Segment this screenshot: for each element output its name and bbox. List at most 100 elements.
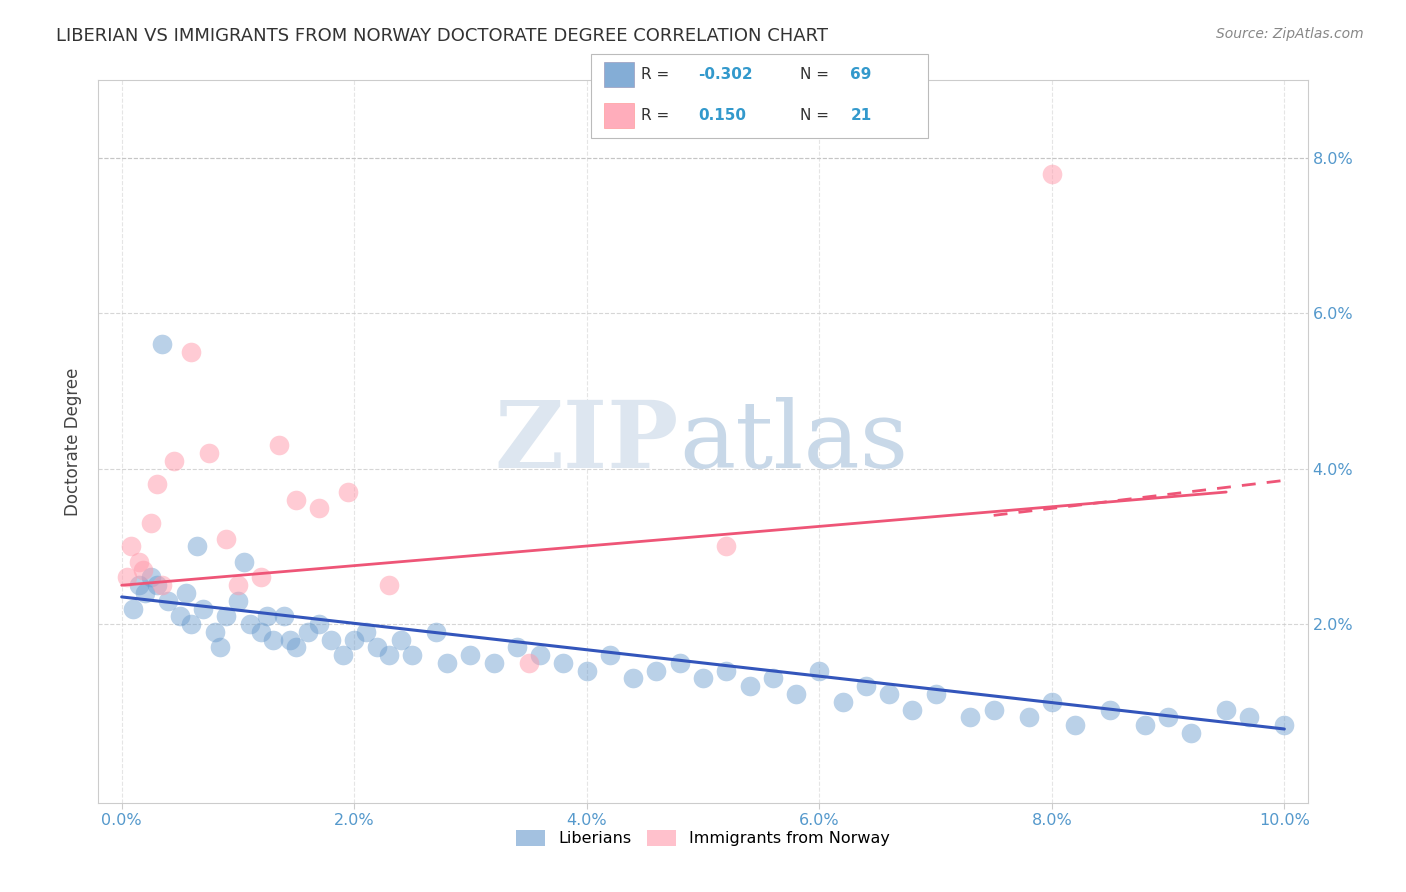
- Point: [1157, 710, 1180, 724]
- Point: [506, 640, 529, 655]
- Point: [285, 640, 308, 655]
- Point: [150, 337, 173, 351]
- Point: [169, 609, 191, 624]
- Point: [482, 656, 505, 670]
- Point: [226, 594, 249, 608]
- Point: [128, 555, 150, 569]
- Point: [232, 555, 254, 569]
- Point: [575, 664, 598, 678]
- Text: LIBERIAN VS IMMIGRANTS FROM NORWAY DOCTORATE DEGREE CORRELATION CHART: LIBERIAN VS IMMIGRANTS FROM NORWAY DOCTO…: [56, 27, 828, 45]
- Text: R =: R =: [641, 108, 669, 123]
- Point: [1215, 702, 1237, 716]
- Point: [285, 492, 308, 507]
- Point: [425, 624, 447, 639]
- Point: [645, 664, 668, 678]
- Point: [128, 578, 150, 592]
- Point: [1064, 718, 1087, 732]
- Point: [599, 648, 621, 663]
- Point: [808, 664, 831, 678]
- Point: [262, 632, 284, 647]
- Point: [297, 624, 319, 639]
- Point: [343, 632, 366, 647]
- Point: [209, 640, 232, 655]
- Point: [529, 648, 551, 663]
- Point: [145, 578, 167, 592]
- Point: [460, 648, 482, 663]
- Point: [378, 648, 401, 663]
- Point: [1272, 718, 1295, 732]
- Point: [436, 656, 458, 670]
- FancyBboxPatch shape: [605, 103, 634, 128]
- Text: ZIP: ZIP: [495, 397, 679, 486]
- Text: N =: N =: [800, 67, 828, 82]
- Text: atlas: atlas: [679, 397, 908, 486]
- Point: [250, 570, 273, 584]
- Point: [226, 578, 249, 592]
- Point: [215, 609, 238, 624]
- FancyBboxPatch shape: [591, 54, 928, 138]
- Point: [145, 477, 167, 491]
- Point: [250, 624, 273, 639]
- Point: [204, 624, 226, 639]
- Point: [983, 702, 1005, 716]
- Point: [122, 601, 145, 615]
- Point: [1239, 710, 1261, 724]
- Text: 69: 69: [851, 67, 872, 82]
- Point: [139, 516, 162, 530]
- Point: [117, 570, 139, 584]
- Point: [692, 672, 714, 686]
- Point: [855, 679, 877, 693]
- Text: 21: 21: [851, 108, 872, 123]
- Point: [621, 672, 644, 686]
- Point: [762, 672, 785, 686]
- Point: [239, 617, 262, 632]
- Point: [163, 454, 186, 468]
- Point: [389, 632, 412, 647]
- Text: Source: ZipAtlas.com: Source: ZipAtlas.com: [1216, 27, 1364, 41]
- Point: [157, 594, 180, 608]
- Point: [180, 345, 202, 359]
- Point: [186, 540, 208, 554]
- Text: -0.302: -0.302: [699, 67, 754, 82]
- Point: [180, 617, 202, 632]
- Point: [924, 687, 946, 701]
- Point: [378, 578, 401, 592]
- Point: [267, 438, 290, 452]
- FancyBboxPatch shape: [605, 62, 634, 87]
- Point: [278, 632, 301, 647]
- Point: [1133, 718, 1156, 732]
- Point: [337, 485, 360, 500]
- Y-axis label: Doctorate Degree: Doctorate Degree: [65, 368, 83, 516]
- Text: 0.150: 0.150: [699, 108, 747, 123]
- Point: [308, 617, 330, 632]
- Point: [1098, 702, 1121, 716]
- Point: [308, 500, 330, 515]
- Text: R =: R =: [641, 67, 669, 82]
- Text: N =: N =: [800, 108, 828, 123]
- Point: [1018, 710, 1040, 724]
- Point: [738, 679, 761, 693]
- Point: [553, 656, 575, 670]
- Point: [1180, 726, 1202, 740]
- Point: [319, 632, 342, 647]
- Point: [716, 664, 738, 678]
- Point: [366, 640, 388, 655]
- Point: [785, 687, 807, 701]
- Point: [198, 446, 221, 460]
- Point: [332, 648, 354, 663]
- Point: [517, 656, 540, 670]
- Point: [354, 624, 377, 639]
- Point: [1040, 695, 1063, 709]
- Point: [131, 563, 153, 577]
- Point: [959, 710, 981, 724]
- Legend: Liberians, Immigrants from Norway: Liberians, Immigrants from Norway: [510, 823, 896, 853]
- Point: [134, 586, 156, 600]
- Point: [1040, 167, 1063, 181]
- Point: [716, 540, 738, 554]
- Point: [901, 702, 924, 716]
- Point: [831, 695, 853, 709]
- Point: [877, 687, 900, 701]
- Point: [668, 656, 690, 670]
- Point: [120, 540, 142, 554]
- Point: [139, 570, 162, 584]
